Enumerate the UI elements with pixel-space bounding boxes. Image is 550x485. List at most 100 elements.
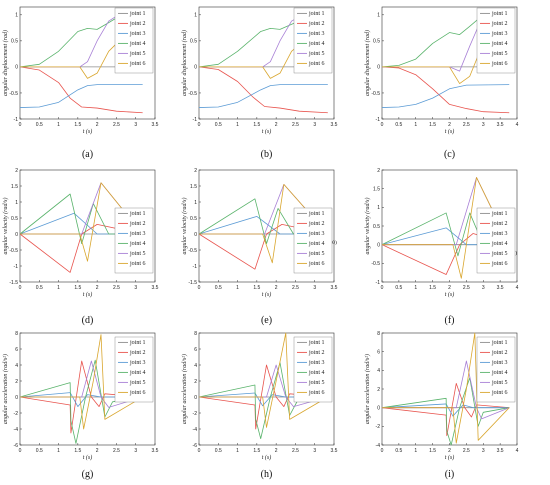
x-tick-label: 0 (381, 122, 384, 128)
x-tick-label: 3.5 (497, 285, 504, 291)
series-line-joint-6 (382, 332, 510, 444)
plot-frame (19, 169, 156, 283)
y-tick-label: 1 (194, 200, 197, 206)
y-tick-label: 2 (194, 379, 197, 385)
x-tick-label: 1.5 (253, 285, 260, 291)
series-line-joint-3 (198, 392, 328, 407)
y-tick-label: 8 (194, 331, 197, 337)
series-line-joint-2 (19, 66, 143, 114)
x-tick-label: 0 (198, 448, 201, 454)
y-tick-label: 2 (377, 168, 380, 174)
x-tick-label: 2.5 (113, 448, 120, 454)
y-tick-label: 6 (194, 347, 197, 353)
legend-box (114, 7, 154, 74)
plot-frame (19, 332, 156, 446)
x-tick-label: 2.5 (113, 122, 120, 128)
y-tick-label: -0.5 (188, 91, 197, 97)
legend-entry: joint 5 (308, 380, 325, 386)
x-tick-label: 1 (236, 448, 239, 454)
y-tick-label: -1.5 (9, 280, 18, 286)
chart-panel-6: 0 0.5 1 1.5 2 2.5 3 3.5 4-1-0.500.511.52t (s)ang… (364, 168, 519, 326)
chart-panel-4: 0 0.5 1 1.5 2 2.5 3 3.5-1.5-1-0.500.511.52t (s)… (2, 168, 159, 326)
x-tick-label: 1.5 (253, 448, 260, 454)
x-tick-label: 2 (96, 285, 99, 291)
chart-panel-2: 0 0.5 1 1.5 2 2.5 3 3.5 -1 -0.5 0 0.5 1 t (s) angular … (181, 6, 338, 160)
panel-caption: (h) (261, 469, 273, 480)
series-line-joint-3 (198, 84, 328, 108)
legend-entry: joint 2 (129, 21, 146, 27)
legend-entry: joint 2 (308, 221, 325, 227)
y-tick-label: -1 (14, 264, 19, 270)
legend-entry: joint 5 (129, 51, 146, 57)
x-tick-label: 2 (448, 448, 451, 454)
legend: joint 1 joint 2 joint 3 joint 4 joint 5 joint… (476, 207, 516, 274)
legend-entry: joint 5 (491, 380, 508, 386)
y-axis-label: angular velocity (rad/s) (364, 198, 371, 255)
y-tick-label: 0 (377, 65, 380, 71)
y-tick-label: 0.5 (11, 216, 18, 222)
x-tick-label: 0.5 (36, 448, 43, 454)
legend-entry: joint 2 (491, 221, 508, 227)
y-axis-label: angular displacement (rad) (181, 30, 188, 96)
legend-entry: joint 5 (129, 380, 146, 386)
legend-entry: joint 6 (129, 261, 146, 267)
series-line-joint-3 (381, 403, 510, 417)
plot-frame (198, 6, 335, 120)
legend-box (476, 207, 516, 274)
y-tick-label: 0 (377, 242, 380, 248)
y-tick-label: 1 (15, 200, 18, 206)
panel-caption: (g) (82, 469, 94, 480)
legend: joint 1 joint 2 joint 3 joint 4 joint 5 joint… (293, 7, 333, 74)
x-tick-label: 1 (414, 448, 417, 454)
x-tick-label: 1.5 (429, 285, 436, 291)
x-tick-label: 3 (134, 285, 137, 291)
x-axis-label: t (s) (445, 291, 455, 298)
y-tick-label: 0 (377, 405, 380, 411)
x-tick-label: 3.5 (152, 285, 159, 291)
legend-box (293, 207, 333, 274)
x-tick-label: 0.5 (36, 122, 43, 128)
legend-box (476, 7, 516, 74)
y-tick-label: -6 (193, 443, 198, 449)
legend-entry: joint 1 (308, 211, 325, 217)
x-axis-label: t (s) (262, 128, 272, 135)
y-tick-label: -2 (376, 424, 381, 430)
legend-entry: joint 4 (491, 41, 508, 47)
y-tick-label: 0.5 (373, 224, 380, 230)
x-tick-label: 3.5 (331, 448, 338, 454)
series-line-joint-6 (20, 334, 143, 430)
legend: joint 1 joint 2 joint 3 joint 4 joint 5 joint… (114, 336, 154, 403)
x-tick-label: 0 (198, 285, 201, 291)
legend-entry: joint 4 (491, 370, 508, 376)
legend-entry: joint 3 (491, 231, 508, 237)
x-tick-label: 2 (96, 448, 99, 454)
x-tick-label: 4 (516, 448, 519, 454)
legend-entry: joint 1 (129, 211, 146, 217)
x-tick-label: 3 (313, 285, 316, 291)
y-tick-label: 0 (194, 232, 197, 238)
y-tick-label: -0.5 (9, 91, 18, 97)
x-tick-label: 2 (96, 122, 99, 128)
y-tick-label: 8 (15, 331, 18, 337)
panel-caption: (d) (82, 315, 94, 326)
x-axis-label: t (s) (445, 454, 455, 461)
legend-entry: joint 6 (491, 390, 508, 396)
x-tick-label: 0.5 (395, 122, 402, 128)
legend-entry: joint 1 (491, 340, 508, 346)
y-tick-label: -1.5 (188, 280, 197, 286)
x-axis-label: t (s) (83, 454, 93, 461)
x-tick-label: 1 (236, 122, 239, 128)
y-tick-label: 1.5 (11, 184, 18, 190)
legend-entry: joint 2 (308, 21, 325, 27)
legend-entry: joint 4 (308, 241, 325, 247)
y-tick-label: 8 (377, 331, 380, 337)
x-tick-label: 3.5 (497, 122, 504, 128)
x-tick-label: 1 (414, 122, 417, 128)
y-axis-label: angular displacement (rad) (2, 30, 9, 96)
y-tick-label: -1 (376, 280, 381, 286)
legend-entry: joint 3 (129, 360, 146, 366)
panel-caption: (b) (261, 149, 273, 160)
x-tick-label: 0 (198, 122, 201, 128)
legend-entry: joint 3 (491, 360, 508, 366)
x-tick-label: 1.5 (74, 448, 81, 454)
